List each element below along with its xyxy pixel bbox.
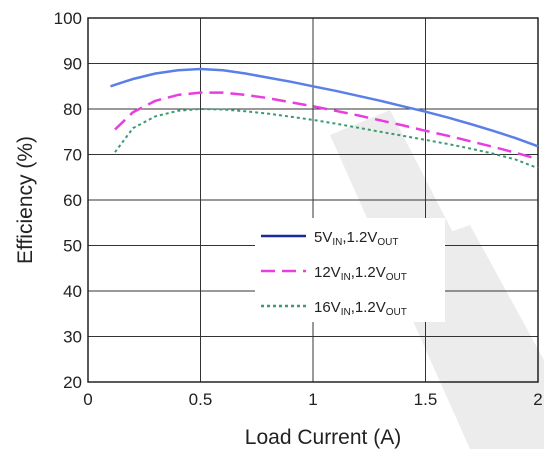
series-line-2 xyxy=(114,108,539,170)
legend-label-2: 16VIN,1.2VOUT xyxy=(314,299,407,318)
grid-lines xyxy=(88,18,538,382)
legend-subscript: IN xyxy=(332,237,342,248)
x-axis-label: Load Current (A) xyxy=(245,426,401,449)
y-tick-label: 70 xyxy=(63,146,82,165)
legend-text-part: 5V xyxy=(314,229,332,246)
y-tick-label: 50 xyxy=(63,237,82,256)
legend-label-1: 12VIN,1.2VOUT xyxy=(314,264,407,283)
series-line-0 xyxy=(110,67,539,148)
legend-text-part: ,1.2V xyxy=(351,299,386,316)
y-tick-label: 90 xyxy=(63,55,82,74)
x-tick-label: 0 xyxy=(83,390,92,409)
y-tick-label: 100 xyxy=(54,9,82,28)
legend-subscript: OUT xyxy=(377,237,398,248)
x-tick-label: 1 xyxy=(308,390,317,409)
legend-text-part: 16V xyxy=(314,299,341,316)
legend-label-0: 5VIN,1.2VOUT xyxy=(314,229,399,248)
y-tick-label: 40 xyxy=(63,282,82,301)
legend-text-part: 12V xyxy=(314,264,341,281)
series-line-1 xyxy=(114,91,539,161)
y-tick-label: 60 xyxy=(63,191,82,210)
legend-subscript: OUT xyxy=(386,307,407,318)
x-tick-label: 0.5 xyxy=(189,390,213,409)
legend-text-part: ,1.2V xyxy=(351,264,386,281)
x-tick-label: 1.5 xyxy=(414,390,438,409)
legend-subscript: OUT xyxy=(386,272,407,283)
tick-labels: 0 0.5 1 1.5 2 20 30 40 50 60 70 80 90 100 xyxy=(54,9,543,409)
legend-subscript: IN xyxy=(341,272,351,283)
y-axis-label: Efficiency (%) xyxy=(14,136,37,264)
legend-subscript: IN xyxy=(341,307,351,318)
y-tick-label: 30 xyxy=(63,328,82,347)
y-tick-label: 20 xyxy=(63,373,82,392)
legend-text-part: ,1.2V xyxy=(342,229,377,246)
x-tick-label: 2 xyxy=(533,390,542,409)
series-layer xyxy=(110,67,539,170)
plot-frame xyxy=(87,17,539,383)
y-tick-label: 80 xyxy=(63,100,82,119)
